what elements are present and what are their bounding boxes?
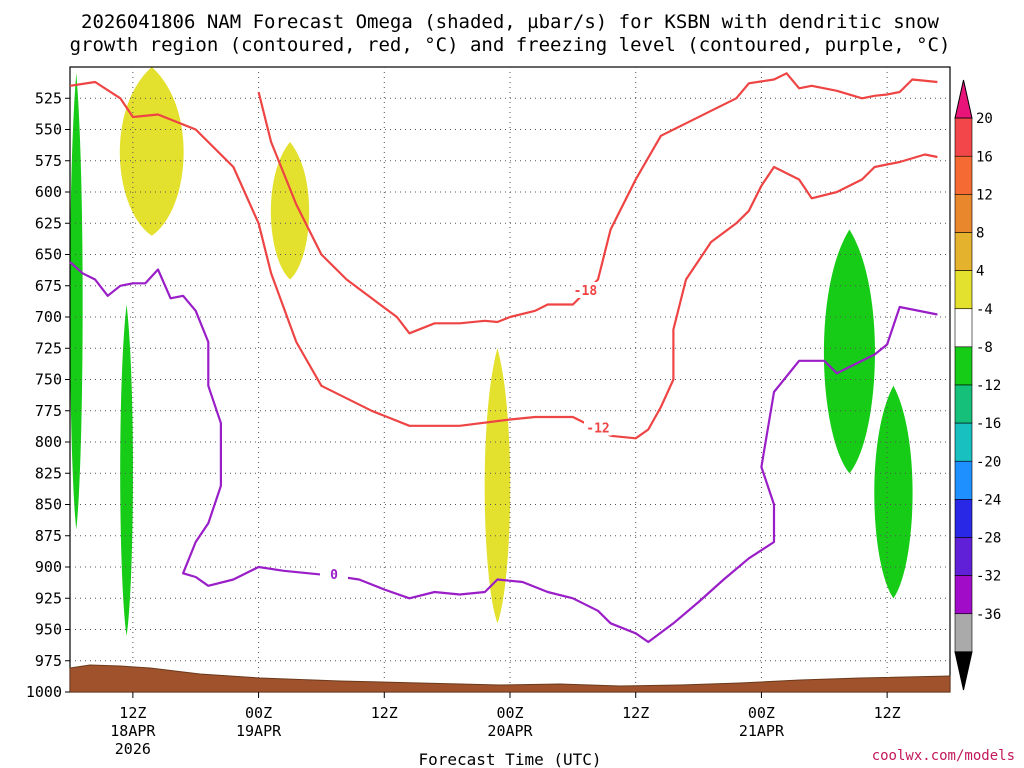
dendritic-minus18-label-bg [571,282,600,298]
y-tick-label: 950 [35,621,62,639]
colorbar-label: 4 [976,264,984,280]
omega-negative-4-8-area [823,229,875,474]
y-tick-label: 700 [35,308,62,326]
dendritic-minus12-label: -12 [586,422,609,437]
y-tick-label: 825 [35,464,62,482]
x-tick-label: 00Z [748,704,775,722]
y-tick-label: 975 [35,652,62,670]
y-axis-ticks: 525 550 575 600 625 650 675 700 725 750 775 800 825 8… [26,89,70,701]
colorbar-segment-top [954,79,973,119]
omega-shading [69,67,913,636]
x-tick-label: 00Z [245,704,272,722]
omega-negative-4-8-area [120,304,133,636]
omega-negative-4-8-area [874,385,913,599]
dendritic-minus18-label: -18 [574,284,598,299]
y-tick-label: 625 [35,214,62,232]
colorbar-label: -24 [976,492,1001,508]
colorbar-segment [954,613,973,653]
x-tick-label: 12Z [371,704,398,722]
x-tick-date: 20APR [487,722,533,740]
y-tick-label: 775 [35,402,62,420]
colorbar-segment [954,308,973,348]
y-tick-label: 550 [35,121,62,139]
colorbar-segment [954,499,973,538]
x-tick-date: 19APR [236,722,282,740]
colorbar-label: -20 [976,454,1001,470]
credit-text: coolwx.com/models [872,748,1015,764]
colorbar-segment [954,232,973,271]
x-tick-label: 00Z [496,704,523,722]
colorbar-label: -32 [976,569,1001,585]
colorbar-segment [954,575,973,615]
colorbar-label: 16 [976,149,993,165]
omega-positive-4-8-area [270,142,310,280]
x-tick-date: 21APR [739,722,785,740]
freezing-level-line [69,261,938,644]
dendritic-minus12-line [69,80,938,440]
colorbar-label: 20 [976,111,993,127]
colorbar-segment [954,117,973,157]
colorbar-segment [954,346,973,386]
colorbar-segment [954,384,973,424]
omega-negative-4-8-area [69,73,83,530]
temperature-contours: -12 -18 0 [69,72,938,644]
y-tick-label: 525 [35,89,62,107]
colorbar-segment [954,537,973,576]
omega-positive-4-8-area [484,348,511,624]
colorbar-segment [954,194,973,233]
x-tick-date: 18APR [110,722,156,740]
colorbar-segment [954,155,973,195]
colorbar-label: -8 [976,340,993,356]
y-tick-label: 650 [35,246,62,264]
y-tick-label: 725 [35,339,62,357]
y-tick-label: 600 [35,183,62,201]
colorbar-label: -12 [976,378,1001,394]
freezing-level-label-bg [320,565,348,582]
dendritic-minus18-line [257,72,938,335]
colorbar-label: -16 [976,416,1001,432]
colorbar-label: 8 [976,226,984,242]
y-tick-label: 875 [35,527,62,545]
colorbar-segment [954,460,973,500]
colorbar-segment-bottom [954,651,973,691]
pressure-gridlines [70,67,950,692]
y-tick-label: 800 [35,433,62,451]
x-axis-label: Forecast Time (UTC) [418,750,601,768]
omega-positive-4-8-area [119,67,184,236]
y-tick-label: 750 [35,371,62,389]
y-tick-label: 575 [35,152,62,170]
omega-colorbar: 20 16 12 8 4 -4 -8 -12 -16 -20 -24 -28 -32 -36 [954,79,1001,691]
colorbar-label: -36 [976,607,1001,623]
colorbar-label: 12 [976,187,993,203]
y-tick-label: 850 [35,496,62,514]
colorbar-label: -4 [976,302,993,318]
y-tick-label: 900 [35,558,62,576]
dendritic-minus12-label-bg [584,419,612,436]
colorbar-segment [954,270,973,310]
x-tick-label: 12Z [622,704,649,722]
x-tick-label: 12Z [874,704,901,722]
x-tick-label: 12Z [119,704,146,722]
colorbar-label: -28 [976,531,1001,547]
chart-title-line1: 2026041806 NAM Forecast Omega (shaded, µ… [81,11,939,33]
colorbar-segment [954,422,973,462]
y-tick-label: 1000 [26,683,62,701]
terrain-ground [69,664,951,693]
freezing-level-label: 0 [330,568,338,583]
y-tick-label: 925 [35,589,62,607]
chart-title-line2: growth region (contoured, red, °C) and f… [70,34,951,56]
x-tick-year: 2026 [115,740,151,758]
y-tick-label: 675 [35,277,62,295]
